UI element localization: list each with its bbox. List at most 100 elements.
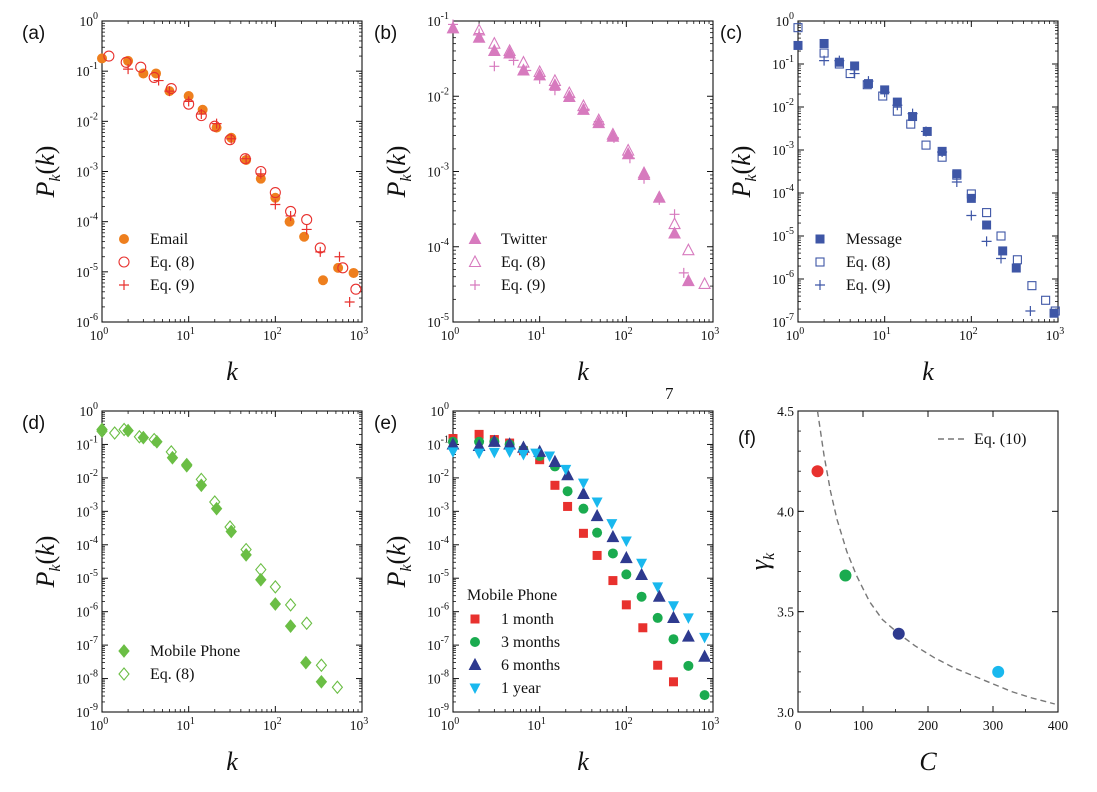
y-tick-label: 100 xyxy=(776,11,795,29)
data-point xyxy=(269,580,282,594)
y-tick-label: 10-5 xyxy=(76,568,98,586)
data-point xyxy=(1050,306,1060,316)
x-tick-label: 100 xyxy=(441,326,460,343)
legend-label: Eq. (8) xyxy=(150,254,194,271)
plot-frame xyxy=(101,410,363,713)
legend-label: Eq. (10) xyxy=(974,431,1026,448)
data-point xyxy=(639,173,650,184)
x-tick-label: 101 xyxy=(176,326,195,343)
legend-label: 1 month xyxy=(501,611,554,628)
data-point xyxy=(517,450,529,461)
data-point xyxy=(636,591,647,602)
data-point xyxy=(530,448,542,460)
x-tick-label: 100 xyxy=(441,716,460,733)
legend-label: Eq. (8) xyxy=(501,254,545,271)
x-tick-label: 102 xyxy=(959,326,978,343)
x-tick-label: 103 xyxy=(1046,326,1065,343)
series-b-2 xyxy=(448,19,689,278)
data-point xyxy=(120,56,132,68)
data-point xyxy=(635,567,649,581)
y-tick-label: 10-8 xyxy=(427,669,449,687)
legend-marker xyxy=(815,234,825,244)
data-point xyxy=(224,134,236,146)
data-point xyxy=(952,169,962,179)
x-tick-label: 400 xyxy=(1048,718,1069,733)
data-point xyxy=(849,68,860,79)
x-tick-label: 100 xyxy=(90,716,109,733)
data-point xyxy=(834,55,845,66)
data-point xyxy=(550,480,560,490)
axis-ticks: 100 101 102 103 10-9 10-8 10-7 10-6 10-5 10-4 10-3… xyxy=(76,401,368,733)
data-point xyxy=(210,501,223,516)
data-point xyxy=(284,619,297,633)
data-point xyxy=(577,98,590,112)
data-point xyxy=(255,168,266,179)
data-point xyxy=(181,458,193,473)
data-point xyxy=(96,422,108,437)
panel-label: (e) xyxy=(374,413,397,434)
legend-marker xyxy=(468,657,482,671)
data-point xyxy=(315,674,328,689)
data-point xyxy=(549,85,560,96)
data-point xyxy=(165,83,177,95)
data-point xyxy=(315,246,326,257)
data-point xyxy=(621,146,635,160)
data-point xyxy=(819,38,829,48)
data-point xyxy=(608,132,619,143)
data-point xyxy=(653,660,663,670)
y-tick-label: 10-4 xyxy=(427,237,449,255)
data-point xyxy=(195,472,208,487)
x-axis-title: k xyxy=(922,357,934,386)
data-point xyxy=(1027,281,1037,291)
legend-marker xyxy=(118,644,130,658)
data-point xyxy=(487,434,501,447)
data-point xyxy=(591,497,603,509)
series-c-2 xyxy=(819,55,1036,317)
series-d-1 xyxy=(96,422,344,695)
y-tick-label: 10-2 xyxy=(76,468,98,486)
data-point xyxy=(1011,263,1021,273)
y-tick-label: 10-6 xyxy=(427,602,449,620)
x-axis-title: k xyxy=(577,357,589,386)
panel-label: (c) xyxy=(720,23,742,44)
y-tick-label: 10-7 xyxy=(76,635,98,653)
legend-title: Mobile Phone xyxy=(467,587,557,604)
series-d-0 xyxy=(96,422,328,689)
axis-ticks: 0 100 200 300 400 3.0 3.5 4.0 4.5 xyxy=(777,404,1068,733)
x-tick-label: 102 xyxy=(614,326,633,343)
chart-e: (e)100 101 102 10310-910-810-710-610-510-41… xyxy=(374,401,719,776)
data-point xyxy=(620,536,632,547)
data-point xyxy=(906,119,916,129)
legend: Twitter Eq. (8) Eq. (9) xyxy=(468,231,548,294)
x-tick-label: 103 xyxy=(350,326,369,343)
y-axis-title: Pk(k) xyxy=(382,146,415,199)
data-point xyxy=(350,283,362,295)
legend: Eq. (10) xyxy=(938,431,1026,448)
data-point xyxy=(592,550,602,560)
data-point xyxy=(669,209,680,220)
data-point xyxy=(863,76,874,87)
data-point xyxy=(508,55,519,66)
data-point xyxy=(503,43,517,56)
data-point xyxy=(654,194,665,205)
legend-marker xyxy=(470,614,480,624)
x-tick-label: 103 xyxy=(350,716,369,733)
legend-label: Twitter xyxy=(501,231,548,248)
y-axis-title: Pk(k) xyxy=(727,146,760,199)
data-point xyxy=(164,86,175,97)
data-point xyxy=(668,634,679,645)
data-point xyxy=(118,422,130,437)
y-tick-label: 10-5 xyxy=(76,262,98,280)
data-point xyxy=(534,73,545,84)
y-tick-label: 10-3 xyxy=(76,162,98,180)
y-tick-label: 3.0 xyxy=(777,705,794,720)
x-tick-label: 102 xyxy=(263,716,282,733)
data-point xyxy=(489,61,500,72)
data-point xyxy=(564,91,575,102)
data-point xyxy=(269,187,281,199)
data-point xyxy=(1012,255,1022,265)
data-point xyxy=(578,528,588,538)
data-point xyxy=(96,424,108,438)
data-point xyxy=(681,243,695,256)
y-tick-label: 10-2 xyxy=(427,86,449,104)
